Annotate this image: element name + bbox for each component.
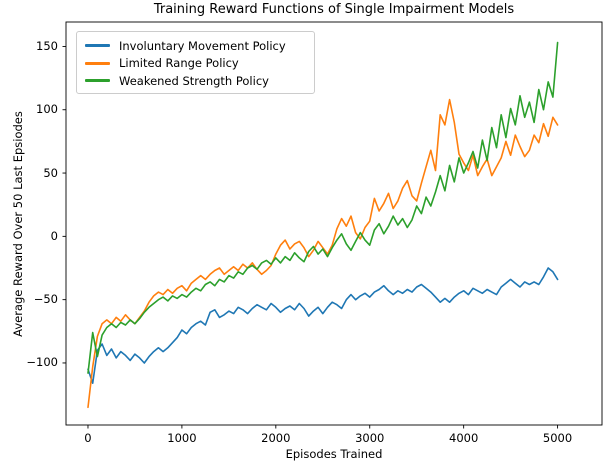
legend-label: Weakened Strength Policy	[119, 73, 269, 88]
legend-line-orange-icon	[85, 61, 110, 65]
y-tick-label: 100	[36, 102, 58, 117]
y-tick-label: 150	[36, 38, 58, 53]
x-tick-label: 3000	[355, 431, 385, 445]
series-line-weakened-strength-policy	[87, 41, 559, 374]
legend-label: Involuntary Movement Policy	[119, 38, 286, 53]
series-line-limited-range-policy	[87, 98, 559, 409]
y-tick-label: 50	[43, 165, 58, 180]
x-axis-label: Episodes Trained	[285, 447, 383, 461]
y-tick-label: −100	[26, 355, 58, 370]
axes-border	[65, 21, 603, 426]
x-tick-label: 5000	[542, 431, 573, 445]
x-tick-label: 0	[84, 431, 92, 445]
legend-label: Limited Range Policy	[119, 56, 239, 71]
y-tick-label: −50	[33, 292, 58, 307]
y-tick-label: 0	[50, 228, 58, 243]
series-line-involuntary-movement-policy	[87, 267, 559, 385]
legend-box: Involuntary Movement Policy Limited Rang…	[76, 31, 315, 94]
legend-item-weakened-strength: Weakened Strength Policy	[85, 72, 314, 90]
legend-line-blue-icon	[85, 44, 110, 48]
chart-title: Training Reward Functions of Single Impa…	[153, 2, 515, 17]
x-tick-label: 2000	[261, 431, 291, 445]
legend-line-green-icon	[85, 79, 110, 83]
y-axis-label: Average Reward Over 50 Last Epsiodes	[11, 111, 25, 337]
x-tick-label: 1000	[167, 431, 197, 445]
legend-item-limited-range: Limited Range Policy	[85, 55, 314, 73]
x-tick-label: 4000	[449, 431, 479, 445]
legend-item-involuntary-movement: Involuntary Movement Policy	[85, 37, 314, 55]
